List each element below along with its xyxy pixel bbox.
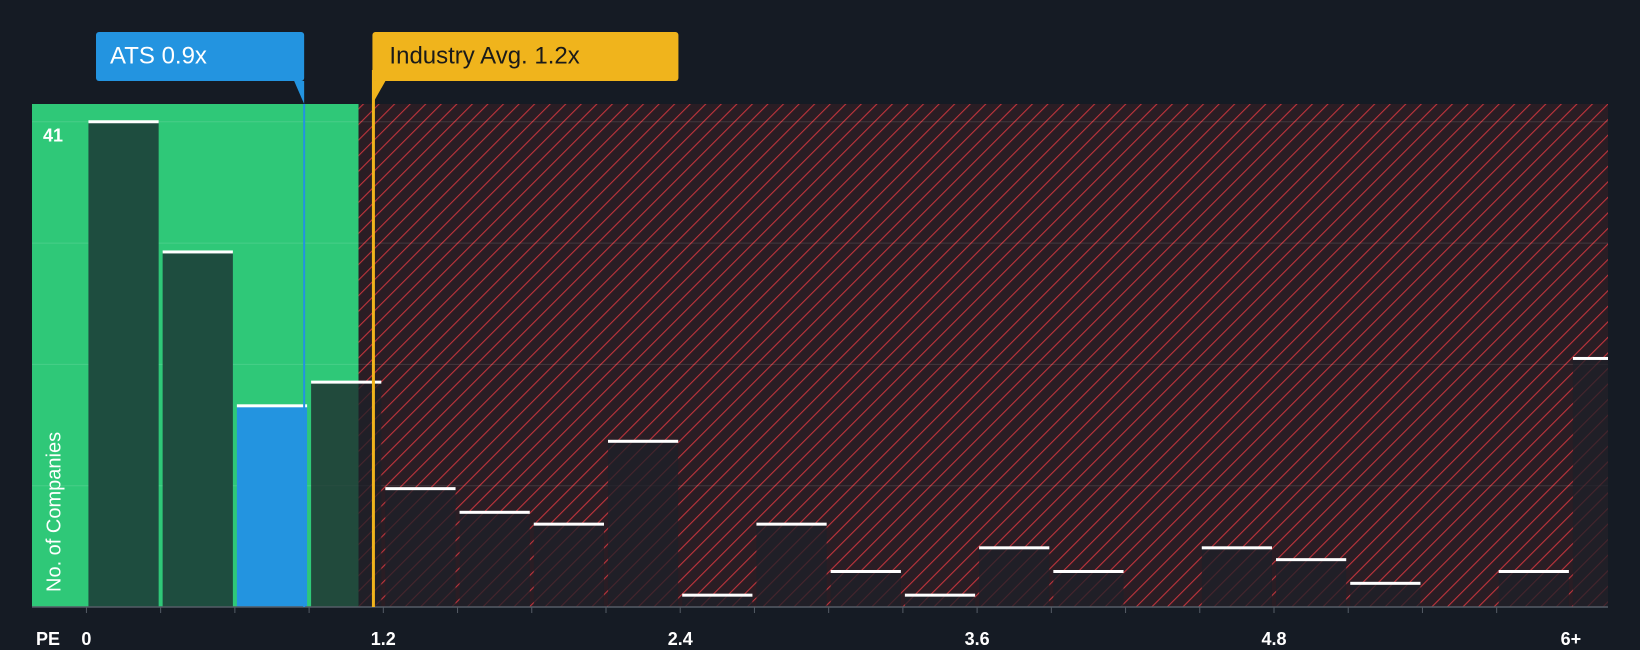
bar-top bbox=[459, 510, 530, 514]
industry-label: Industry Avg. 1.2x bbox=[389, 42, 579, 69]
bar bbox=[459, 512, 530, 607]
bar-top bbox=[607, 439, 679, 443]
bar bbox=[1053, 571, 1124, 607]
x-tick-label: 2.4 bbox=[668, 629, 693, 649]
bar bbox=[1201, 547, 1272, 607]
bar-top bbox=[1498, 569, 1569, 573]
bar bbox=[607, 441, 679, 607]
bar-top bbox=[904, 593, 976, 597]
bar-top bbox=[756, 522, 827, 526]
bar bbox=[904, 595, 976, 607]
bar-top bbox=[979, 546, 1050, 550]
bar bbox=[533, 524, 604, 607]
company-badge bbox=[96, 32, 305, 81]
x-tick-label: 6+ bbox=[1561, 629, 1582, 649]
bar-top bbox=[385, 487, 456, 491]
bar bbox=[311, 382, 382, 607]
company-label: ATS 0.9x bbox=[110, 42, 207, 69]
bar bbox=[682, 595, 753, 607]
x-tick-label: 0 bbox=[81, 629, 91, 649]
y-axis-label: No. of Companies bbox=[43, 432, 65, 592]
bar-top bbox=[533, 522, 604, 526]
x-tick-label: 4.8 bbox=[1261, 629, 1286, 649]
bar bbox=[756, 524, 827, 607]
bar-top bbox=[1201, 546, 1272, 550]
bar-top bbox=[1350, 581, 1421, 585]
bar-top bbox=[88, 120, 159, 124]
company-pointer bbox=[294, 81, 305, 104]
bar bbox=[1498, 571, 1569, 607]
bar bbox=[1572, 358, 1608, 607]
y-tick-label: 41 bbox=[43, 126, 63, 146]
bar bbox=[1350, 583, 1421, 607]
x-tick-label: 1.2 bbox=[371, 629, 396, 649]
bar-top bbox=[1053, 569, 1124, 573]
x-tick-label: 3.6 bbox=[965, 629, 990, 649]
bar bbox=[236, 405, 308, 607]
bar-top bbox=[1572, 356, 1608, 360]
bar-top bbox=[1275, 558, 1347, 562]
bar bbox=[979, 547, 1050, 607]
x-axis-label: PE bbox=[36, 629, 60, 649]
bar bbox=[88, 121, 159, 608]
bar-top bbox=[830, 569, 901, 573]
bar bbox=[385, 488, 456, 607]
bar-top bbox=[236, 404, 308, 408]
bar-top bbox=[162, 250, 233, 254]
bar bbox=[830, 571, 901, 607]
industry-badge bbox=[372, 32, 679, 81]
bar-top bbox=[682, 593, 753, 597]
industry-pointer bbox=[372, 81, 386, 104]
bar bbox=[1275, 559, 1347, 607]
bar-top bbox=[311, 380, 382, 384]
bar bbox=[162, 251, 233, 608]
